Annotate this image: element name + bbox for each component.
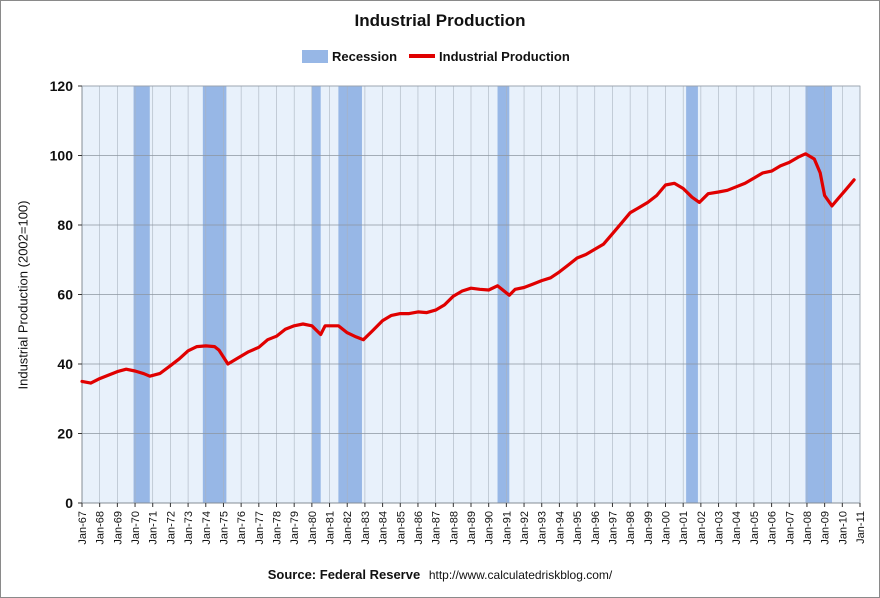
x-tick-label: Jan-83 xyxy=(360,511,372,545)
x-tick-label: Jan-82 xyxy=(342,511,354,545)
x-tick-label: Jan-80 xyxy=(307,511,319,545)
x-tick-label: Jan-90 xyxy=(484,511,496,545)
legend-recession-swatch xyxy=(302,49,328,63)
y-tick-label: 120 xyxy=(50,78,74,94)
x-tick-label: Jan-68 xyxy=(95,511,107,545)
chart-title: Industrial Production xyxy=(354,11,526,30)
y-tick-label: 100 xyxy=(50,148,74,164)
x-tick-label: Jan-01 xyxy=(678,511,690,545)
x-tick-label: Jan-07 xyxy=(784,511,796,545)
x-tick-label: Jan-74 xyxy=(201,511,213,545)
x-tick-label: Jan-88 xyxy=(448,511,460,545)
x-tick-label: Jan-02 xyxy=(696,511,708,545)
x-tick-label: Jan-71 xyxy=(148,511,160,545)
x-tick-label: Jan-89 xyxy=(466,511,478,545)
legend-recession-label: Recession xyxy=(332,48,398,64)
x-tick-label: Jan-03 xyxy=(714,511,726,545)
legend: Recession Industrial Production xyxy=(302,47,570,65)
x-tick-label: Jan-67 xyxy=(77,511,89,545)
y-tick-label: 0 xyxy=(65,495,73,511)
legend-series-label: Industrial Production xyxy=(439,48,570,64)
x-tick-label: Jan-77 xyxy=(254,511,266,545)
x-tick-label: Jan-92 xyxy=(519,511,531,545)
x-tick-label: Jan-94 xyxy=(554,511,566,545)
x-tick-label: Jan-95 xyxy=(572,511,584,545)
source-url: http://www.calculatedriskblog.com/ xyxy=(428,568,613,582)
x-tick-label: Jan-69 xyxy=(112,511,124,545)
x-tick-label: Jan-70 xyxy=(130,511,142,545)
x-tick-label: Jan-11 xyxy=(855,511,867,544)
source-line: Source: Federal Reserve http://www.calcu… xyxy=(0,567,880,582)
x-tick-label: Jan-81 xyxy=(325,511,337,545)
x-tick-label: Jan-99 xyxy=(643,511,655,545)
x-tick-label: Jan-08 xyxy=(802,511,814,545)
y-tick-label: 60 xyxy=(57,287,73,303)
y-tick-label: 80 xyxy=(57,217,73,233)
x-tick-label: Jan-10 xyxy=(837,511,849,545)
x-tick-label: Jan-84 xyxy=(378,511,390,545)
x-tick-label: Jan-73 xyxy=(183,511,195,545)
x-tick-label: Jan-98 xyxy=(625,511,637,545)
x-tick-label: Jan-97 xyxy=(607,511,619,545)
x-tick-label: Jan-72 xyxy=(165,511,177,545)
x-tick-label: Jan-00 xyxy=(661,511,673,545)
x-tick-label: Jan-78 xyxy=(272,511,284,545)
y-tick-label: 40 xyxy=(57,356,73,372)
x-tick-label: Jan-87 xyxy=(431,511,443,545)
x-tick-label: Jan-85 xyxy=(395,511,407,545)
x-tick-label: Jan-06 xyxy=(767,511,779,545)
x-tick-label: Jan-76 xyxy=(236,511,248,545)
x-tick-label: Jan-75 xyxy=(218,511,230,545)
series-line-industrial-production xyxy=(80,152,856,385)
x-tick-label: Jan-05 xyxy=(749,511,761,545)
legend-series-swatch xyxy=(409,54,436,58)
x-tick-label: Jan-96 xyxy=(590,511,602,545)
x-tick-label: Jan-93 xyxy=(537,511,549,545)
source-label: Source: Federal Reserve xyxy=(267,567,421,582)
x-tick-label: Jan-04 xyxy=(731,511,743,545)
x-tick-label: Jan-79 xyxy=(289,511,301,545)
x-tick-label: Jan-91 xyxy=(501,511,513,545)
y-tick-label: 20 xyxy=(57,426,73,442)
x-tick-label: Jan-86 xyxy=(413,511,425,545)
x-tick-label: Jan-09 xyxy=(820,511,832,545)
